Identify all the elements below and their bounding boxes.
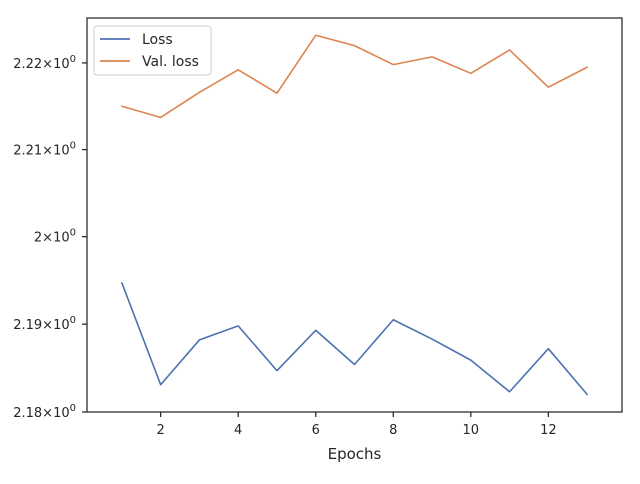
y-tick-exponent: 0 [70, 228, 76, 239]
legend-label: Val. loss [142, 54, 199, 70]
plot-frame [86, 17, 623, 413]
y-tick-times: × [42, 144, 53, 159]
y-tick-base: 2.21 [13, 144, 42, 159]
y-tick-times: × [42, 57, 53, 72]
y-tick-label: 2.19×100 [13, 315, 76, 333]
plot-area [87, 18, 622, 412]
y-tick-times: × [42, 406, 53, 421]
y-tick-ten: 10 [53, 57, 70, 72]
x-tick-label: 2 [157, 423, 165, 438]
x-axis-label: Epochs [328, 445, 382, 463]
y-tick-label: 2.21×100 [13, 141, 76, 159]
y-tick-label: 2.18×100 [13, 403, 76, 421]
y-tick-ten: 10 [53, 231, 70, 246]
x-tick-label: 4 [234, 423, 242, 438]
x-tick-label: 6 [312, 423, 320, 438]
y-tick-ten: 10 [53, 406, 70, 421]
x-ticks: 2 4 6 8 10 12 [157, 412, 557, 438]
y-tick-ten: 10 [53, 144, 70, 159]
y-tick-times: × [42, 318, 53, 333]
legend-label: Loss [142, 32, 173, 48]
y-tick-times: × [42, 231, 53, 246]
x-tick-label: 8 [389, 423, 397, 438]
x-tick-label: 10 [463, 423, 480, 438]
series-line-val-loss [121, 34, 588, 119]
series-line-loss [121, 282, 588, 396]
y-tick-exponent: 0 [70, 54, 76, 65]
y-tick-exponent: 0 [70, 315, 76, 326]
y-tick-label: 2.22×100 [13, 54, 76, 72]
y-tick-label: 2×100 [34, 228, 76, 246]
legend: Loss Val. loss [93, 25, 212, 76]
x-tick-label: 12 [540, 423, 557, 438]
y-tick-base: 2.22 [13, 57, 42, 72]
y-tick-exponent: 0 [70, 403, 76, 414]
y-tick-exponent: 0 [70, 141, 76, 152]
y-tick-base: 2.18 [13, 406, 42, 421]
y-tick-base: 2.19 [13, 318, 42, 333]
y-tick-ten: 10 [53, 318, 70, 333]
series-layer [121, 34, 588, 396]
y-tick-base: 2 [34, 231, 42, 246]
